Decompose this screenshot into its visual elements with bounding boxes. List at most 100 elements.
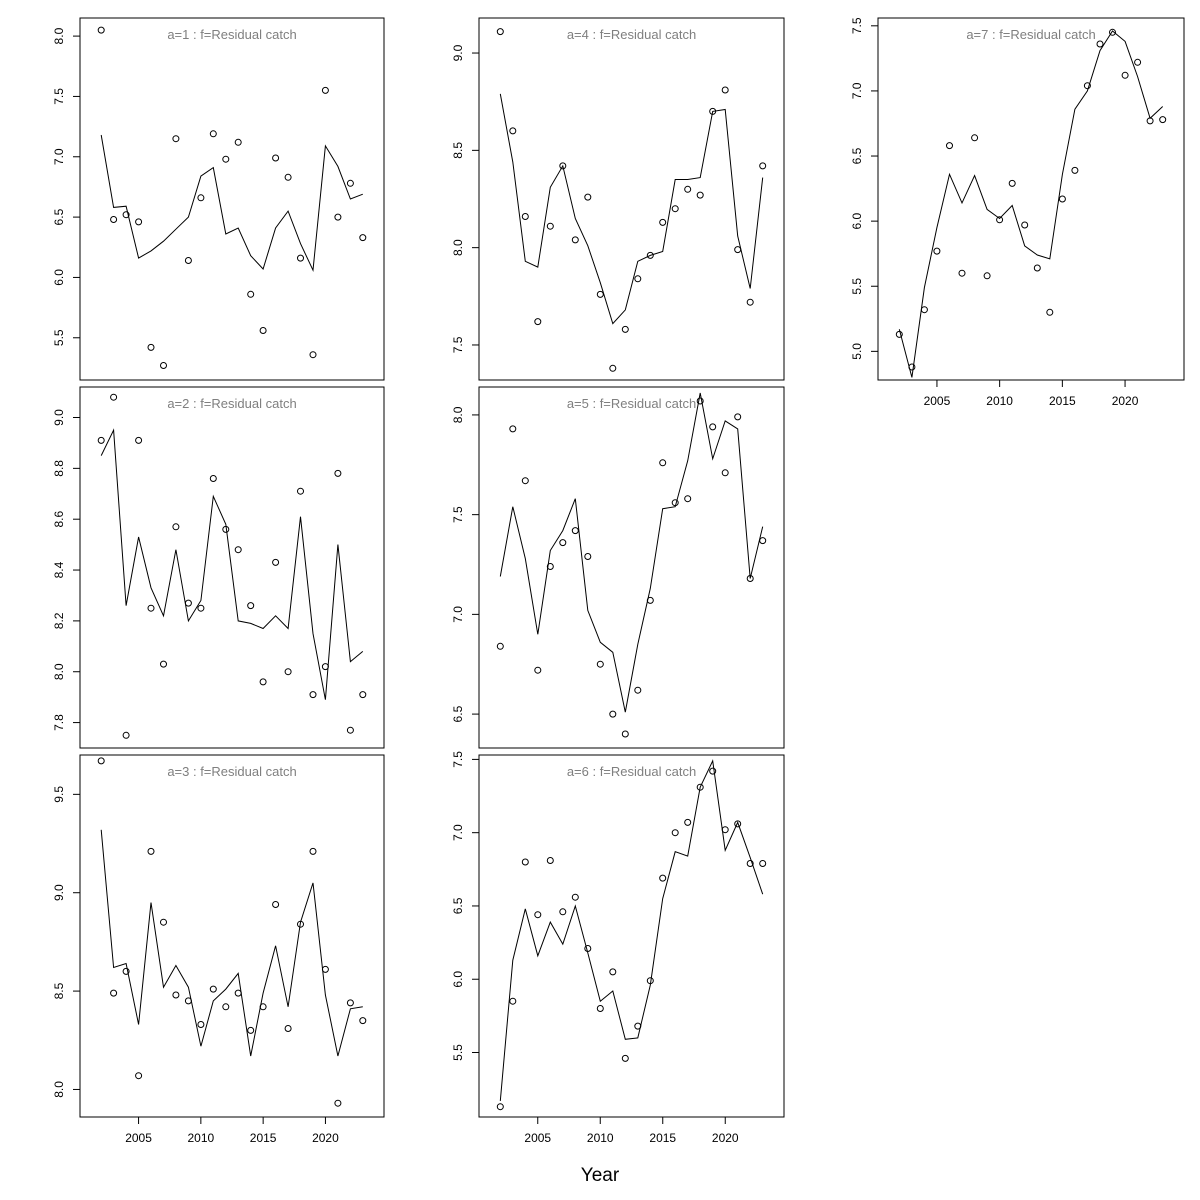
data-point bbox=[272, 901, 280, 908]
data-point bbox=[721, 826, 729, 834]
data-point bbox=[521, 477, 529, 485]
data-point bbox=[247, 1026, 255, 1034]
data-point bbox=[746, 298, 754, 306]
plot-frame bbox=[79, 754, 385, 1118]
data-point bbox=[509, 997, 517, 1005]
data-point bbox=[671, 499, 679, 507]
data-point bbox=[197, 1021, 205, 1028]
fitted-line bbox=[499, 759, 764, 1101]
data-point bbox=[671, 205, 679, 213]
plot-frame bbox=[877, 17, 1185, 381]
data-point bbox=[172, 135, 180, 143]
data-point bbox=[259, 1003, 267, 1011]
data-point bbox=[122, 211, 130, 219]
y-tick-label: 7.5 bbox=[52, 88, 66, 105]
data-point bbox=[110, 393, 118, 401]
data-point bbox=[721, 469, 729, 477]
data-point bbox=[709, 423, 717, 431]
data-point bbox=[696, 783, 704, 791]
y-tick-label: 7.5 bbox=[850, 17, 864, 34]
data-point bbox=[559, 539, 567, 547]
data-point bbox=[272, 154, 280, 162]
data-point bbox=[1109, 28, 1116, 36]
data-point bbox=[571, 893, 579, 901]
y-tick-label: 8.0 bbox=[451, 239, 465, 256]
y-tick-label: 6.0 bbox=[52, 269, 66, 286]
panel-a3: a=3 : f=Residual catch 8.0 8.5 9.0 9.5 2005 20… bbox=[52, 754, 385, 1145]
y-tick-label: 8.5 bbox=[52, 982, 66, 999]
data-point bbox=[609, 968, 617, 976]
data-point bbox=[1146, 117, 1154, 125]
x-tick-label: 2015 bbox=[1049, 394, 1076, 408]
panel-title: a=1 : f=Residual catch bbox=[167, 27, 296, 42]
data-marks bbox=[895, 28, 1167, 378]
data-point bbox=[634, 1022, 642, 1030]
data-point bbox=[197, 604, 205, 612]
data-point bbox=[584, 945, 592, 952]
data-point bbox=[147, 343, 155, 351]
data-point bbox=[147, 847, 155, 855]
panel-title: a=6 : f=Residual catch bbox=[567, 764, 696, 779]
data-point bbox=[334, 213, 342, 221]
data-point bbox=[659, 874, 667, 882]
data-point bbox=[1134, 58, 1142, 66]
data-point bbox=[759, 162, 767, 170]
data-point bbox=[584, 553, 592, 560]
panel-a7: a=7 : f=Residual catch 5.0 5.5 6.0 6.5 7.0 7.5… bbox=[850, 17, 1185, 408]
x-tick-label: 2015 bbox=[250, 1131, 277, 1145]
fitted-line bbox=[499, 93, 764, 325]
data-point bbox=[172, 523, 180, 531]
data-point bbox=[259, 327, 267, 334]
y-tick-label: 5.0 bbox=[850, 343, 864, 360]
data-point bbox=[584, 193, 592, 201]
data-point bbox=[334, 1099, 342, 1107]
y-tick-label: 8.2 bbox=[52, 612, 66, 629]
plot-frame bbox=[478, 754, 785, 1118]
data-point bbox=[746, 860, 754, 867]
data-point bbox=[346, 726, 354, 734]
data-point bbox=[571, 236, 579, 244]
data-point bbox=[920, 306, 928, 314]
y-tick-label: 6.0 bbox=[850, 212, 864, 229]
y-tick-label: 8.0 bbox=[52, 1081, 66, 1098]
x-tick-label: 2020 bbox=[312, 1131, 339, 1145]
data-point bbox=[571, 527, 579, 535]
data-point bbox=[272, 558, 280, 566]
panel-title: a=4 : f=Residual catch bbox=[567, 27, 696, 42]
data-point bbox=[110, 216, 118, 223]
data-point bbox=[534, 911, 542, 919]
y-tick-label: 6.5 bbox=[451, 897, 465, 914]
fitted-line bbox=[100, 829, 363, 1057]
data-point bbox=[671, 829, 679, 837]
data-point bbox=[734, 820, 742, 828]
x-tick-label: 2020 bbox=[712, 1131, 739, 1145]
data-point bbox=[234, 546, 242, 554]
data-point bbox=[646, 977, 654, 985]
data-point bbox=[122, 967, 130, 975]
data-point bbox=[1071, 166, 1079, 174]
data-point bbox=[184, 599, 192, 607]
data-point bbox=[346, 179, 354, 187]
y-tick-label: 7.5 bbox=[451, 751, 465, 768]
data-point bbox=[546, 857, 554, 864]
data-point bbox=[297, 487, 304, 495]
data-point bbox=[734, 246, 742, 254]
data-point bbox=[933, 247, 941, 255]
y-tick-label: 7.5 bbox=[451, 506, 465, 523]
y-tick-label: 8.5 bbox=[451, 142, 465, 159]
y-tick-label: 8.8 bbox=[52, 460, 66, 477]
data-point bbox=[222, 155, 230, 163]
data-point bbox=[321, 86, 329, 94]
data-point bbox=[534, 318, 542, 326]
panel-a5: a=5 : f=Residual catch 6.5 7.0 7.5 8.0 bbox=[451, 386, 785, 749]
data-point bbox=[1058, 195, 1066, 203]
data-point bbox=[895, 330, 903, 338]
data-point bbox=[160, 918, 167, 926]
data-point bbox=[759, 860, 767, 867]
data-point bbox=[97, 26, 105, 34]
data-point bbox=[659, 218, 667, 226]
data-point bbox=[234, 138, 242, 146]
data-point bbox=[621, 1054, 629, 1062]
data-point bbox=[1083, 82, 1091, 90]
